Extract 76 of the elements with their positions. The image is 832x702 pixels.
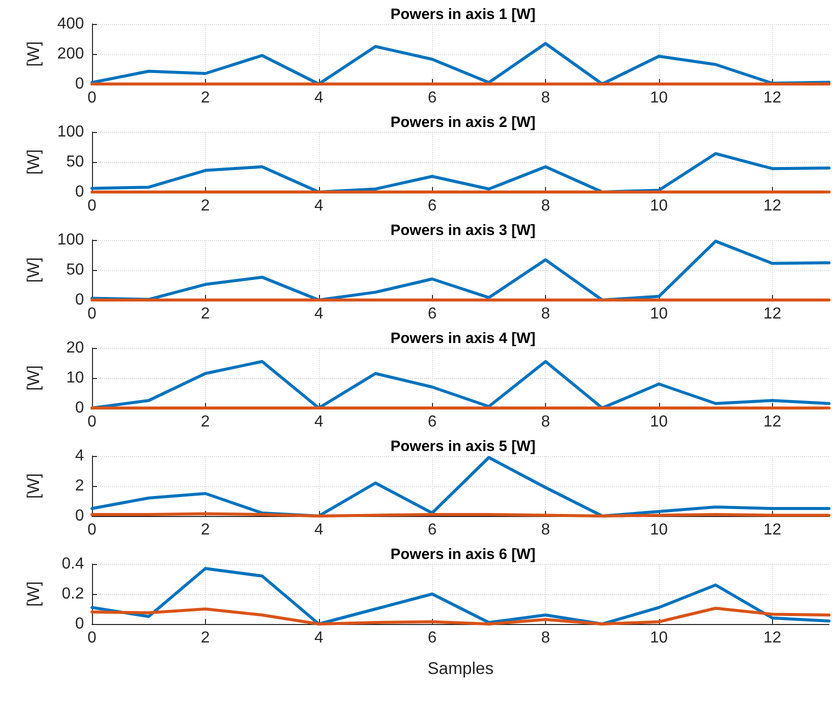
x-tick-label: 8 <box>541 90 550 106</box>
x-tick-label: 12 <box>763 90 782 106</box>
x-tick-label: 10 <box>650 414 668 430</box>
x-axis-title: Samples <box>427 659 494 678</box>
x-tick-label: 2 <box>200 522 210 538</box>
y-tick-label: 10 <box>66 370 84 386</box>
x-tick-label: 10 <box>650 630 668 646</box>
x-tick-label: 4 <box>314 522 324 538</box>
y-tick-label: 20 <box>66 340 84 356</box>
x-tick-label: 4 <box>314 198 324 214</box>
y-tick-label: 0 <box>75 76 84 92</box>
y-axis-title: [W] <box>24 365 43 391</box>
x-tick-label: 12 <box>763 306 782 322</box>
y-tick-label: 2 <box>75 478 84 494</box>
x-tick-label: 4 <box>314 414 324 430</box>
y-axis-title: [W] <box>24 41 43 67</box>
x-tick-label: 0 <box>88 90 97 106</box>
x-tick-label: 10 <box>650 306 668 322</box>
y-tick-label: 50 <box>66 262 84 278</box>
chart-title: Powers in axis 6 [W] <box>390 546 536 563</box>
y-tick-label: 0.4 <box>62 556 84 572</box>
x-tick-label: 12 <box>763 198 782 214</box>
x-tick-label: 6 <box>428 630 437 646</box>
x-tick-label: 8 <box>541 198 550 214</box>
y-tick-label: 400 <box>57 16 84 32</box>
x-tick-label: 8 <box>541 306 550 322</box>
y-tick-label: 0 <box>75 508 84 524</box>
y-axis-title: [W] <box>24 257 43 283</box>
chart-title: Powers in axis 2 [W] <box>390 114 536 131</box>
x-tick-label: 2 <box>200 630 210 646</box>
x-tick-label: 8 <box>541 414 550 430</box>
x-tick-label: 2 <box>200 198 210 214</box>
y-tick-label: 0 <box>75 400 84 416</box>
x-tick-label: 10 <box>650 90 668 106</box>
x-tick-label: 6 <box>428 414 437 430</box>
line-series <box>90 42 830 86</box>
x-tick-label: 6 <box>428 198 437 214</box>
chart-title: Powers in axis 1 [W] <box>390 6 536 23</box>
x-tick-label: 2 <box>200 414 210 430</box>
y-tick-label: 4 <box>75 448 84 464</box>
y-tick-label: 50 <box>66 154 84 170</box>
x-tick-label: 2 <box>200 90 210 106</box>
x-tick-label: 4 <box>314 630 324 646</box>
x-tick-label: 6 <box>428 90 437 106</box>
y-tick-label: 0 <box>75 292 84 308</box>
x-tick-label: 6 <box>428 522 437 538</box>
x-tick-label: 8 <box>541 630 550 646</box>
x-tick-label: 6 <box>428 306 437 322</box>
line-series <box>90 360 830 410</box>
line-series <box>90 567 830 626</box>
x-tick-label: 0 <box>88 522 97 538</box>
chart-title: Powers in axis 4 [W] <box>390 330 536 347</box>
x-tick-label: 10 <box>650 198 668 214</box>
chart-title: Powers in axis 3 [W] <box>390 222 536 239</box>
x-tick-label: 10 <box>650 522 668 538</box>
x-tick-label: 4 <box>314 90 324 106</box>
x-tick-label: 0 <box>88 414 97 430</box>
y-tick-label: 100 <box>57 232 84 248</box>
y-tick-label: 100 <box>57 124 84 140</box>
x-tick-label: 2 <box>200 306 210 322</box>
y-axis-title: [W] <box>24 581 43 607</box>
y-axis-title: [W] <box>24 473 43 499</box>
x-tick-label: 8 <box>541 522 550 538</box>
y-tick-label: 0 <box>75 184 84 200</box>
x-tick-label: 0 <box>88 630 97 646</box>
x-tick-label: 4 <box>314 306 324 322</box>
x-tick-label: 12 <box>763 414 782 430</box>
y-axis-title: [W] <box>24 149 43 175</box>
y-tick-label: 0.2 <box>62 586 84 602</box>
y-tick-label: 200 <box>57 46 84 62</box>
x-tick-label: 0 <box>88 306 97 322</box>
x-tick-label: 12 <box>763 522 782 538</box>
x-tick-label: 0 <box>88 198 97 214</box>
x-tick-label: 12 <box>763 630 782 646</box>
y-tick-label: 0 <box>75 616 84 632</box>
chart-title: Powers in axis 5 [W] <box>390 438 536 455</box>
